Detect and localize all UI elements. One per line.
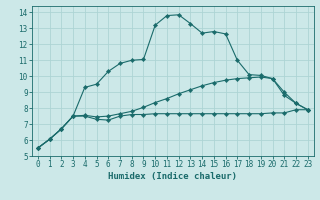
X-axis label: Humidex (Indice chaleur): Humidex (Indice chaleur) (108, 172, 237, 181)
